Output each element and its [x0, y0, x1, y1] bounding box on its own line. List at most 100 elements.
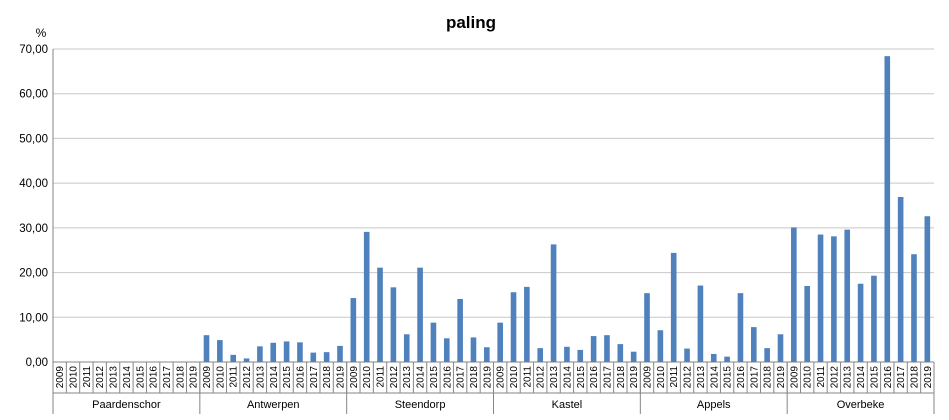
bar: [724, 356, 730, 362]
x-tick-label: 2015: [429, 366, 440, 389]
x-tick-label: 2016: [442, 366, 453, 389]
bar: [217, 340, 223, 362]
x-tick-label: 2012: [242, 366, 253, 389]
bar: [470, 337, 477, 362]
x-tick-label: 2014: [122, 366, 133, 389]
group-label: Kastel: [552, 399, 583, 411]
bar: [377, 267, 383, 362]
bar: [924, 216, 931, 362]
bar: [844, 229, 851, 362]
group-label: Antwerpen: [247, 399, 300, 411]
x-tick-label: 2018: [469, 366, 480, 389]
bar: [270, 342, 277, 362]
x-tick-label: 2011: [816, 366, 827, 388]
bar: [243, 358, 250, 362]
bar: [403, 334, 410, 362]
x-tick-label: 2019: [189, 366, 200, 389]
group-label: Appels: [697, 399, 731, 411]
x-tick-label: 2015: [869, 366, 880, 389]
bar: [577, 349, 584, 362]
x-tick-label: 2012: [536, 366, 547, 389]
x-tick-label: 2014: [269, 366, 280, 389]
x-tick-label: 2013: [402, 366, 413, 389]
bar: [684, 348, 690, 362]
x-tick-label: 2017: [162, 366, 173, 389]
x-tick-label: 2012: [829, 366, 840, 389]
bar: [430, 322, 437, 362]
bar: [350, 298, 357, 362]
x-tick-label: 2009: [349, 366, 360, 389]
x-tick-label: 2010: [69, 366, 80, 389]
x-tick-label: 2016: [589, 366, 600, 389]
bar: [617, 344, 624, 362]
x-tick-label: 2017: [896, 366, 907, 389]
x-tick-label: 2010: [362, 366, 373, 389]
bar: [670, 252, 677, 362]
y-tick-label: 30,00: [19, 223, 48, 235]
x-tick-label: 2017: [749, 366, 760, 389]
x-tick-label: 2015: [576, 366, 587, 389]
bar: [657, 330, 664, 362]
x-tick-label: 2015: [723, 366, 734, 389]
x-tick-label: 2013: [549, 366, 560, 389]
bar: [230, 354, 237, 362]
x-tick-label: 2017: [309, 366, 320, 389]
bar: [911, 254, 917, 362]
x-tick-label: 2019: [776, 366, 787, 389]
x-tick-label: 2012: [95, 366, 106, 389]
x-tick-label: 2019: [482, 366, 493, 389]
bar: [564, 346, 570, 362]
x-tick-label: 2010: [215, 366, 226, 389]
y-tick-label: 50,00: [19, 133, 48, 145]
y-tick-label: 60,00: [19, 89, 48, 101]
bar: [537, 348, 544, 362]
x-tick-label: 2009: [643, 366, 654, 389]
bar: [630, 351, 637, 362]
x-tick-label: 2018: [909, 366, 920, 389]
x-tick-label: 2015: [282, 366, 293, 389]
bar: [644, 293, 650, 362]
x-tick-label: 2019: [629, 366, 640, 389]
x-tick-label: 2016: [883, 366, 894, 389]
x-tick-label: 2016: [149, 366, 160, 389]
x-tick-label: 2011: [669, 366, 680, 388]
bar: [737, 293, 744, 362]
x-tick-label: 2016: [295, 366, 306, 389]
bar: [764, 348, 770, 362]
x-tick-label: 2018: [616, 366, 627, 389]
bar: [550, 244, 557, 362]
x-tick-label: 2009: [789, 366, 800, 389]
bar: [791, 227, 797, 362]
x-tick-label: 2018: [175, 366, 186, 389]
x-tick-label: 2012: [389, 366, 400, 389]
bar: [457, 298, 463, 362]
bar: [283, 341, 290, 362]
x-tick-label: 2013: [255, 366, 266, 389]
x-tick-label: 2014: [416, 366, 427, 389]
bar: [257, 346, 263, 362]
x-tick-label: 2011: [376, 366, 387, 388]
bar: [857, 283, 864, 362]
bar: [310, 352, 317, 362]
bar: [831, 236, 837, 362]
x-tick-label: 2014: [856, 366, 867, 389]
x-tick-label: 2009: [496, 366, 507, 389]
y-tick-label: 20,00: [19, 268, 48, 280]
bar: [510, 292, 517, 362]
x-tick-label: 2014: [562, 366, 573, 389]
bar: [897, 197, 904, 362]
bar: [750, 327, 757, 362]
group-label: Paardenschor: [92, 399, 161, 411]
x-tick-label: 2017: [602, 366, 613, 389]
x-tick-label: 2018: [763, 366, 774, 389]
bar: [363, 231, 370, 362]
bar: [604, 335, 610, 362]
x-tick-label: 2011: [522, 366, 533, 388]
y-axis-ticks: 0,00 10,00 20,00 30,00 40,00 50,00 60,00 70,00: [19, 44, 48, 369]
bar: [817, 234, 824, 362]
bar: [524, 286, 530, 362]
x-tick-label: 2009: [55, 366, 66, 389]
bar: [203, 335, 210, 362]
bar: [484, 347, 490, 362]
